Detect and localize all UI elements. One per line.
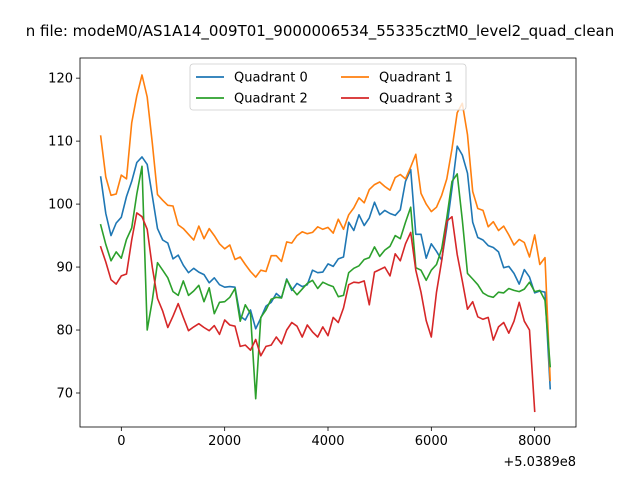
x-tick-label: 2000 — [208, 434, 241, 449]
y-tick-label: 120 — [48, 72, 73, 87]
series-line-quadrant-2 — [99, 165, 552, 400]
y-axis-ticks: 70 80 90 100 110 120 — [48, 72, 80, 401]
series-line-quadrant-1 — [99, 74, 552, 382]
legend-label: Quadrant 3 — [379, 92, 453, 107]
y-tick-label: 70 — [56, 386, 73, 401]
x-tick-label: 0 — [117, 434, 125, 449]
x-axis-offset-label: +5.0389e8 — [503, 455, 576, 470]
y-tick-label: 80 — [56, 324, 73, 339]
series-layer — [99, 74, 552, 413]
y-tick-label: 90 — [56, 261, 73, 276]
series-line-quadrant-0 — [99, 145, 552, 390]
x-tick-label: 8000 — [518, 434, 551, 449]
series-line-quadrant-3 — [99, 212, 536, 413]
legend-label: Quadrant 0 — [234, 71, 308, 86]
legend-label: Quadrant 1 — [379, 71, 453, 86]
x-tick-label: 6000 — [415, 434, 448, 449]
legend-frame — [189, 63, 467, 111]
chart-title: n file: modeM0/AS1A14_009T01_9000006534_… — [26, 22, 615, 41]
y-tick-label: 100 — [48, 198, 73, 213]
legend: Quadrant 0 Quadrant 1 Quadrant 2 Quadrant 3 — [189, 63, 467, 111]
y-tick-label: 110 — [48, 135, 73, 150]
x-axis-ticks: 0 2000 4000 6000 8000 — [117, 427, 551, 449]
x-tick-label: 4000 — [311, 434, 344, 449]
legend-label: Quadrant 2 — [234, 92, 308, 107]
plot-area: 0 2000 4000 6000 8000 70 80 90 100 110 120 +5.038… — [48, 57, 577, 470]
